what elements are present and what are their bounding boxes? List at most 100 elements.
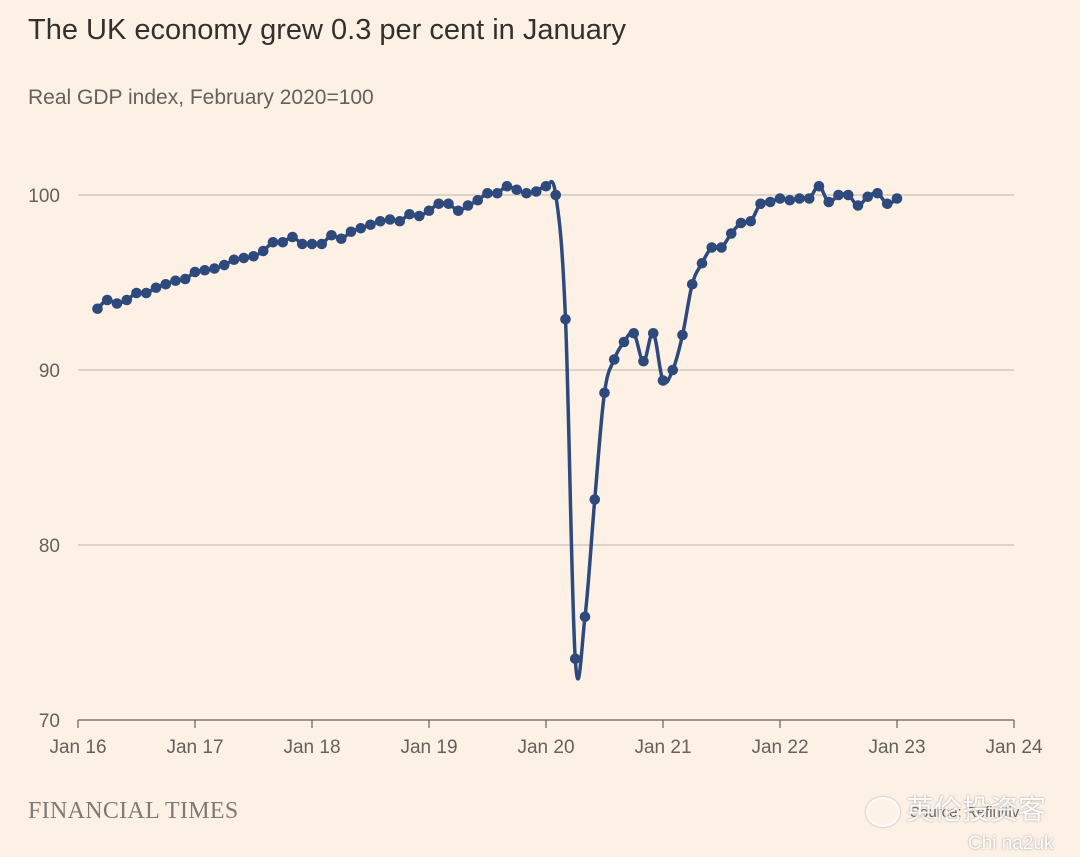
data-point	[842, 189, 854, 201]
data-point	[394, 215, 406, 227]
data-point	[803, 193, 815, 204]
data-point	[579, 611, 591, 623]
data-point	[140, 287, 152, 299]
data-point	[160, 278, 172, 290]
data-point	[228, 254, 240, 266]
data-point	[716, 242, 727, 253]
data-point	[209, 263, 220, 274]
data-point	[189, 266, 201, 278]
data-point	[774, 193, 786, 204]
data-point	[335, 233, 347, 245]
data-point	[413, 210, 425, 222]
data-point	[462, 200, 474, 211]
wechat-icon	[866, 796, 900, 827]
data-point	[121, 294, 133, 306]
watermark: 英伦投资客	[866, 788, 1046, 828]
data-point	[111, 298, 123, 309]
data-point	[101, 294, 113, 306]
y-axis-labels: 70 80 90 100	[28, 186, 60, 732]
data-point	[794, 193, 805, 204]
x-tick-label-2023: Jan 23	[868, 737, 925, 758]
data-point	[92, 303, 103, 315]
data-point	[530, 186, 542, 197]
x-tick-label-2016: Jan 16	[49, 737, 106, 758]
data-point	[384, 214, 396, 225]
grid-lines	[78, 194, 1014, 546]
data-point	[287, 231, 298, 243]
data-point	[589, 494, 601, 505]
x-tick-label-2024: Jan 24	[985, 737, 1042, 758]
data-point	[569, 653, 581, 665]
data-point	[199, 264, 211, 276]
data-point	[833, 189, 844, 201]
data-point	[248, 250, 259, 262]
data-point	[443, 198, 454, 210]
data-point	[521, 187, 532, 199]
data-points	[92, 180, 903, 665]
data-point	[784, 194, 796, 206]
data-point	[511, 184, 523, 196]
data-point	[170, 275, 181, 287]
data-point	[647, 327, 659, 339]
data-point	[696, 257, 708, 269]
data-point	[306, 238, 318, 250]
data-point	[267, 236, 279, 248]
x-tick-label-2019: Jan 19	[400, 737, 457, 758]
data-point	[677, 329, 688, 341]
ft-logo: FINANCIAL TIMES	[28, 798, 239, 824]
data-point	[667, 364, 679, 376]
data-point	[638, 355, 649, 367]
data-point	[599, 387, 610, 399]
data-point	[813, 180, 825, 192]
data-point	[355, 222, 367, 234]
data-point	[608, 354, 620, 365]
data-point	[872, 187, 883, 199]
data-point	[423, 205, 435, 217]
data-point	[482, 187, 493, 199]
data-point	[745, 215, 757, 227]
x-tick-label-2018: Jan 18	[283, 737, 340, 758]
data-point	[560, 313, 571, 325]
chart-title: The UK economy grew 0.3 per cent in Janu…	[28, 14, 627, 46]
data-point	[501, 180, 513, 192]
data-point	[881, 198, 893, 210]
data-point	[618, 336, 630, 348]
data-point	[686, 278, 698, 290]
data-point	[852, 200, 864, 211]
data-point	[433, 198, 445, 210]
data-point	[218, 259, 230, 271]
watermark-subtext: Chi na2uk	[968, 833, 1054, 854]
data-point	[491, 187, 503, 199]
data-point	[316, 238, 328, 250]
x-tick-label-2020: Jan 20	[517, 737, 574, 758]
y-tick-label-90: 90	[39, 361, 60, 382]
chart-subtitle: Real GDP index, February 2020=100	[28, 86, 374, 109]
data-point	[326, 229, 337, 241]
data-point	[345, 226, 357, 238]
y-tick-label-80: 80	[39, 536, 60, 557]
watermark-text: 英伦投资客	[906, 794, 1047, 825]
data-point	[706, 242, 718, 253]
data-point	[862, 191, 874, 203]
data-point	[404, 208, 415, 220]
data-point	[735, 217, 747, 229]
x-axis: Jan 16 Jan 17 Jan 18 Jan 19 Jan 20 Jan 21 Jan …	[49, 719, 1043, 758]
data-point	[725, 228, 737, 239]
data-point	[657, 375, 669, 386]
data-point	[755, 198, 766, 210]
data-point	[472, 194, 484, 206]
data-point	[891, 193, 903, 204]
data-point	[823, 196, 835, 208]
data-point	[238, 252, 250, 264]
data-point	[150, 282, 162, 294]
data-point	[277, 236, 289, 248]
data-point	[365, 219, 376, 231]
x-tick-label-2022: Jan 22	[751, 737, 808, 758]
data-point	[179, 273, 191, 285]
data-point	[540, 180, 552, 192]
y-tick-label-100: 100	[28, 186, 60, 207]
source-note: Source: Refinitiv	[910, 804, 1020, 821]
data-point	[452, 205, 464, 217]
data-point	[131, 287, 142, 299]
